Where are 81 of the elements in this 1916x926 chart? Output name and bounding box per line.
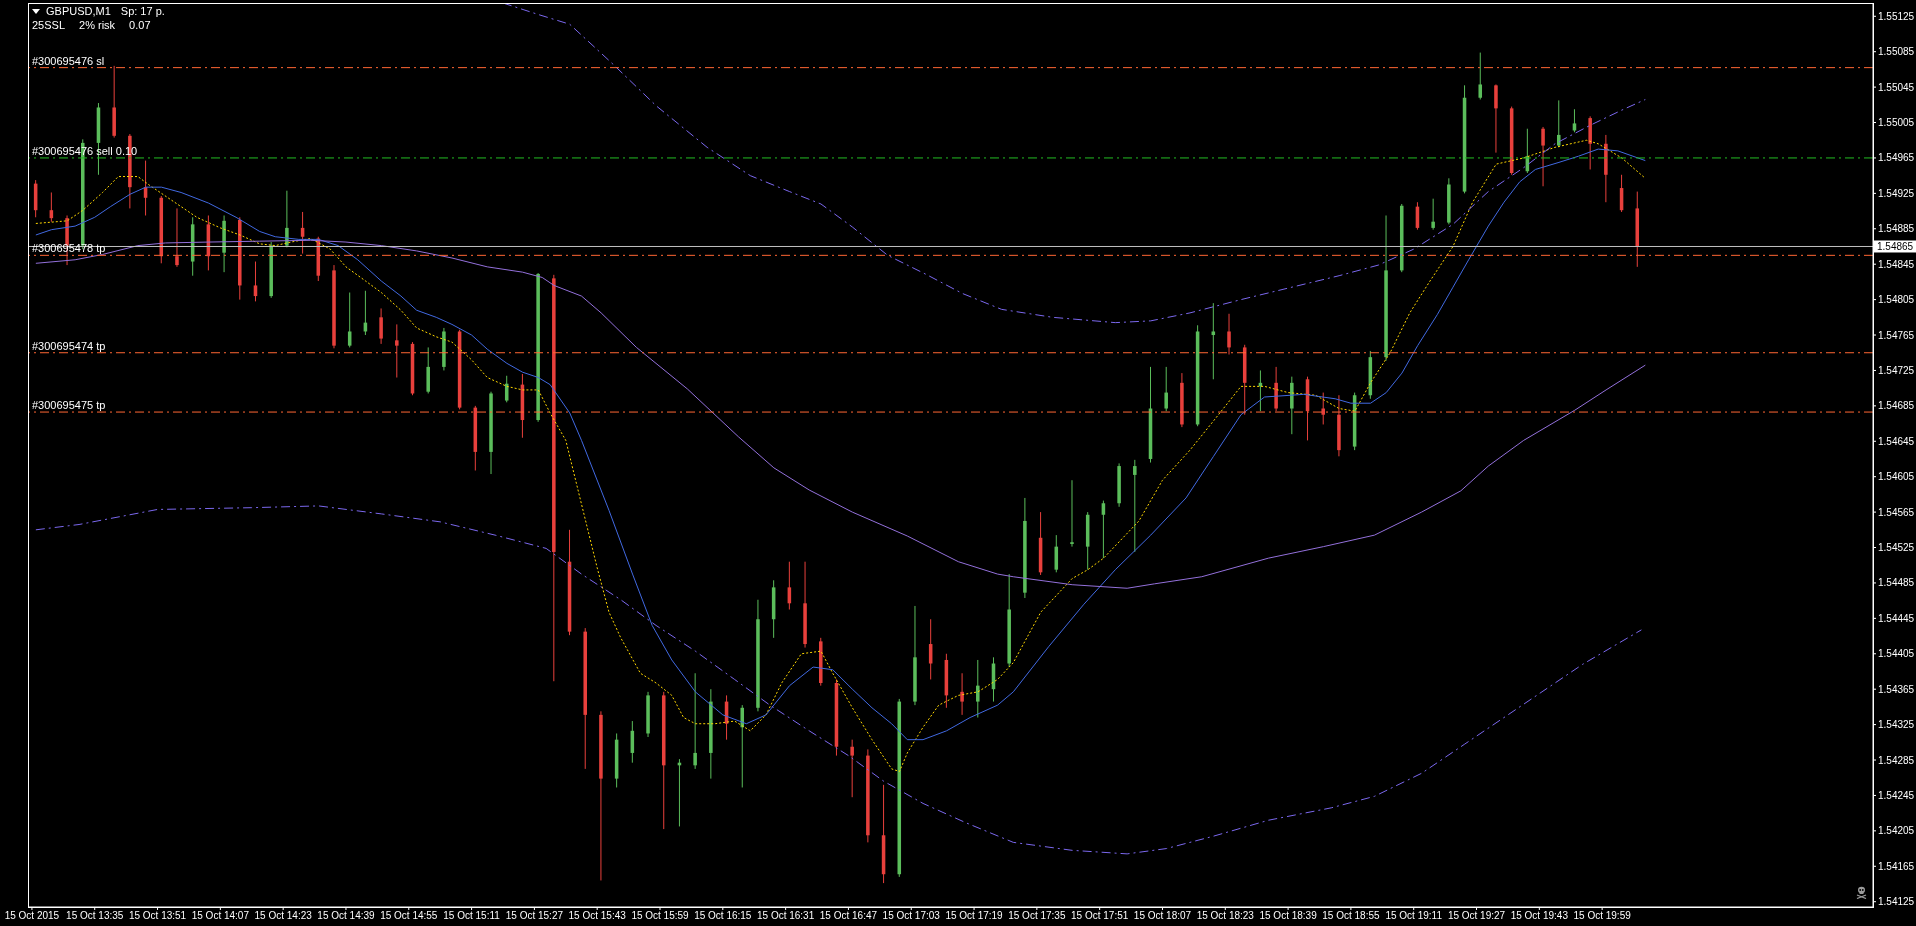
x-tick-label: 15 Oct 19:11: [1385, 910, 1443, 922]
x-tick-label: 15 Oct 18:07: [1133, 910, 1192, 922]
annotation: 2% risk: [79, 18, 116, 32]
y-tick-label: 1.54365: [1878, 683, 1915, 695]
y-tick-label: 1.54685: [1878, 400, 1915, 412]
candlestick: [395, 323, 399, 379]
candlestick: [1133, 459, 1137, 553]
x-tick-label: 15 Oct 18:55: [1322, 910, 1380, 922]
x-tick-label: 15 Oct 14:07: [191, 910, 250, 922]
x-tick-label: 15 Oct 19:43: [1510, 910, 1569, 922]
x-tick-label: 15 Oct 17:35: [1008, 910, 1066, 922]
candlestick: [976, 659, 980, 719]
x-tick-label: 15 Oct 13:51: [128, 910, 187, 922]
ref-line-label: #300695476 sl: [32, 54, 105, 67]
x-tick-label: 15 Oct 17:03: [882, 910, 941, 922]
x-tick-label: 15 Oct 14:39: [317, 910, 376, 922]
candlestick: [1431, 198, 1435, 231]
x-tick-label: 15 Oct 15:11: [443, 910, 501, 922]
y-tick-label: 1.54565: [1878, 506, 1915, 518]
annotation: Sp: 17 p.: [120, 4, 165, 18]
y-tick-label: 1.54245: [1878, 789, 1915, 801]
x-tick-label: 15 Oct 18:23: [1196, 910, 1255, 922]
candlestick: [1478, 52, 1483, 101]
candlestick: [960, 672, 964, 716]
candlestick: [1556, 99, 1561, 148]
x-tick-label: 15 Oct 14:23: [254, 910, 313, 922]
y-tick-label: 1.54885: [1878, 223, 1915, 235]
y-tick-label: 1.55005: [1878, 117, 1915, 129]
y-tick-label: 1.54645: [1878, 435, 1915, 447]
candlestick: [175, 207, 179, 268]
y-tick-label: 1.55045: [1878, 81, 1915, 93]
annotation: 25SSL: [32, 18, 66, 32]
x-tick-label: 15 Oct 16:47: [819, 910, 878, 922]
y-tick-label: 1.54925: [1878, 187, 1915, 199]
candlestick: [1494, 83, 1498, 154]
y-tick-label: 1.54445: [1878, 612, 1915, 624]
x-tick-label: 15 Oct 17:19: [945, 910, 1004, 922]
chart-title: GBPUSD,M1: [46, 4, 111, 18]
y-tick-label: 1.54325: [1878, 719, 1915, 731]
x-tick-label: 15 Oct 19:59: [1573, 910, 1632, 922]
x-tick-label: 15 Oct 15:59: [631, 910, 690, 922]
x-tick-label: 15 Oct 13:35: [66, 910, 124, 922]
y-tick-label: 1.54405: [1878, 648, 1915, 660]
y-tick-label: 1.54965: [1878, 152, 1915, 164]
ref-line-label: #300695474 tp: [32, 339, 106, 352]
candlestick: [347, 292, 352, 348]
x-tick-label: 15 Oct 17:51: [1071, 910, 1129, 922]
x-tick-label: 15 Oct 18:39: [1259, 910, 1318, 922]
candlestick: [1227, 313, 1231, 356]
y-tick-label: 1.54765: [1878, 329, 1915, 341]
x-tick-label: 15 Oct 15:43: [568, 910, 627, 922]
y-tick-label: 1.55085: [1878, 46, 1915, 58]
y-tick-label: 1.54485: [1878, 577, 1915, 589]
candlestick: [1541, 126, 1545, 187]
y-tick-label: 1.54805: [1878, 294, 1915, 306]
annotation: 0.07: [129, 18, 151, 32]
y-tick-label: 1.54285: [1878, 754, 1915, 766]
x-tick-label: 15 Oct 16:15: [694, 910, 752, 922]
x-tick-label: 15 Oct 2015: [4, 910, 60, 922]
candlestick: [1070, 479, 1074, 548]
x-tick-label: 15 Oct 16:31: [756, 910, 815, 922]
y-tick-label: 1.55125: [1878, 10, 1915, 22]
ref-line-label: #300695475 tp: [32, 399, 106, 412]
line-series: [35, 505, 1642, 855]
y-tick-label: 1.54725: [1878, 364, 1915, 376]
candlestick: [1321, 392, 1325, 425]
x-tick-label: 15 Oct 14:55: [380, 910, 438, 922]
y-tick-label: 1.54525: [1878, 542, 1915, 554]
x-tick-label: 15 Oct 19:27: [1447, 910, 1506, 922]
y-tick-label: 1.54605: [1878, 471, 1915, 483]
y-tick-label: 1.54845: [1878, 258, 1915, 270]
candlestick: [1211, 302, 1216, 380]
y-tick-label: 1.54125: [1878, 896, 1915, 908]
candlestick: [740, 704, 745, 788]
y-tick-label: 1.54205: [1878, 825, 1915, 837]
candlestick: [379, 307, 383, 345]
x-tick-label: 15 Oct 15:27: [505, 910, 564, 922]
candlestick: [693, 672, 697, 770]
candlestick: [850, 739, 854, 798]
candlestick: [1164, 366, 1168, 412]
y-tick-label: 1.54165: [1878, 860, 1915, 872]
